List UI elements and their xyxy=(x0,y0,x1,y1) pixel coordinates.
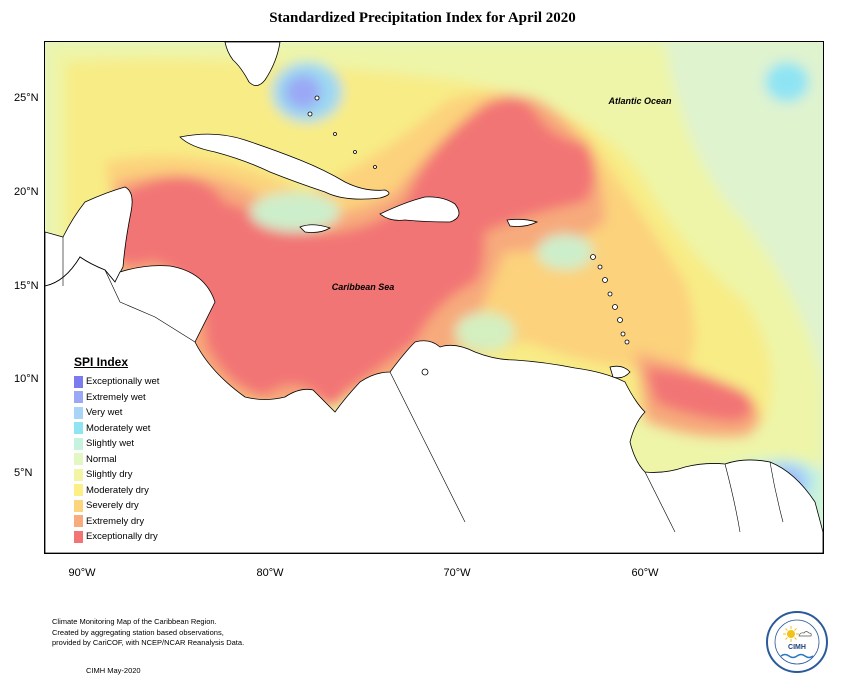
footer-line-2: Created by aggregating station based obs… xyxy=(52,627,224,637)
lon-tick-70w: 70°W xyxy=(443,567,471,579)
legend-label: Moderately dry xyxy=(86,484,149,496)
legend-label: Slightly dry xyxy=(86,469,133,481)
footer-line-1: Climate Monitoring Map of the Caribbean … xyxy=(52,617,217,626)
cloud-icon xyxy=(798,631,812,637)
lat-tick-25n: 25°N xyxy=(14,92,39,104)
legend-label: Normal xyxy=(86,453,117,465)
legend-swatch xyxy=(74,406,83,419)
footer-line-3: provided by CariCOF, with NCEP/NCAR Rean… xyxy=(52,638,245,647)
legend-item: Slightly dry xyxy=(74,467,184,483)
legend-swatch xyxy=(74,391,83,404)
caribbean-sea-label: Caribbean Sea xyxy=(332,282,395,292)
legend-label: Exceptionally dry xyxy=(86,531,158,543)
lesser-antilles xyxy=(307,95,630,376)
legend-title: SPI Index xyxy=(74,355,129,369)
lat-tick-10n: 10°N xyxy=(14,373,39,385)
legend-swatch xyxy=(74,375,83,388)
legend-item: Exceptionally dry xyxy=(74,529,184,545)
lon-tick-80w: 80°W xyxy=(256,567,284,579)
waves-icon xyxy=(780,653,814,659)
sun-icon xyxy=(783,626,799,642)
lon-tick-90w: 90°W xyxy=(68,567,96,579)
legend-label: Extremely wet xyxy=(86,391,146,403)
legend-item: Severely dry xyxy=(74,498,184,514)
legend-item: Moderately wet xyxy=(74,421,184,437)
legend-item: Extremely wet xyxy=(74,390,184,406)
map-title: Standardized Precipitation Index for Apr… xyxy=(269,10,576,26)
legend-label: Extremely dry xyxy=(86,515,145,527)
legend-label: Very wet xyxy=(86,407,123,419)
lat-tick-15n: 15°N xyxy=(14,280,39,292)
legend-swatch xyxy=(74,499,83,512)
landmass xyxy=(45,42,823,553)
lat-tick-20n: 20°N xyxy=(14,186,39,198)
cimh-logo: CIMH xyxy=(766,611,828,673)
legend-swatch xyxy=(74,437,83,450)
legend-label: Exceptionally wet xyxy=(86,376,160,388)
lon-tick-60w: 60°W xyxy=(631,567,659,579)
legend-item: Normal xyxy=(74,452,184,468)
legend-item: Slightly wet xyxy=(74,436,184,452)
legend-label: Slightly wet xyxy=(86,438,135,450)
country-borders xyxy=(62,237,784,533)
legend-item: Extremely dry xyxy=(74,514,184,530)
legend-swatch xyxy=(74,530,83,543)
legend-item: Moderately dry xyxy=(74,483,184,499)
legend-item: Very wet xyxy=(74,405,184,421)
spi-legend: SPI Index Exceptionally wet Extremely wet… xyxy=(74,355,184,545)
logo-text: CIMH xyxy=(788,644,806,651)
atlantic-ocean-label: Atlantic Ocean xyxy=(607,96,672,106)
legend-swatch xyxy=(74,468,83,481)
legend-swatch xyxy=(74,453,83,466)
legend-label: Moderately wet xyxy=(86,422,151,434)
legend-swatch xyxy=(74,515,83,528)
lat-tick-5n: 5°N xyxy=(14,467,33,479)
legend-item: Exceptionally wet xyxy=(74,374,184,390)
legend-label: Severely dry xyxy=(86,500,139,512)
spi-map: Atlantic Ocean Caribbean Sea xyxy=(44,41,824,554)
legend-swatch xyxy=(74,484,83,497)
footer-credit: CIMH May-2020 xyxy=(86,666,141,675)
footer-notes: Climate Monitoring Map of the Caribbean … xyxy=(52,617,244,649)
legend-swatch xyxy=(74,422,83,435)
